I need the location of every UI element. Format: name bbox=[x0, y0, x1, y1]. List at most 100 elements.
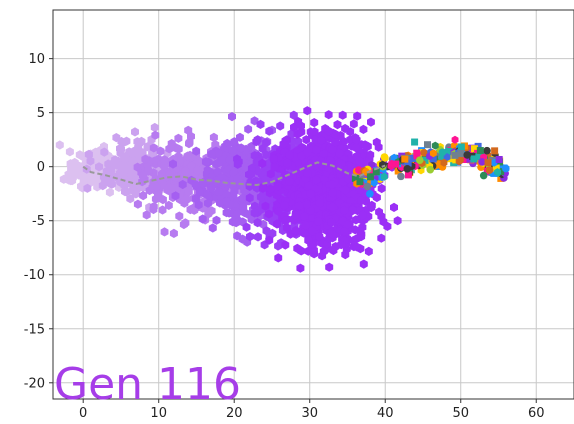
population-point bbox=[232, 218, 241, 228]
population-point bbox=[193, 165, 202, 175]
population-point bbox=[191, 180, 200, 190]
front-point bbox=[404, 171, 412, 179]
front-point bbox=[403, 165, 412, 173]
front-point bbox=[438, 148, 447, 157]
front-point bbox=[455, 157, 463, 166]
population-point bbox=[100, 147, 109, 157]
population-point bbox=[299, 228, 308, 238]
population-point bbox=[164, 200, 173, 210]
population-point bbox=[101, 176, 110, 186]
population-point bbox=[116, 144, 124, 154]
x-tick-label: 60 bbox=[528, 406, 545, 421]
population-point bbox=[253, 135, 262, 145]
front-point bbox=[463, 151, 472, 159]
population-point bbox=[222, 190, 231, 200]
front-point bbox=[443, 153, 451, 162]
population-point bbox=[212, 215, 221, 225]
front-point bbox=[397, 172, 405, 181]
front-point bbox=[424, 141, 432, 149]
population-point bbox=[204, 209, 213, 219]
front-point bbox=[445, 147, 453, 155]
front-point bbox=[457, 143, 465, 151]
population-point bbox=[328, 180, 336, 190]
population-point bbox=[308, 226, 316, 236]
front-point bbox=[420, 148, 428, 157]
front-point bbox=[451, 141, 458, 150]
front-point bbox=[366, 173, 374, 181]
front-point bbox=[474, 142, 482, 150]
population-point bbox=[230, 137, 239, 147]
population-point bbox=[166, 143, 175, 153]
plot-area-frame bbox=[52, 9, 574, 400]
population-point bbox=[250, 201, 259, 211]
population-point bbox=[274, 206, 283, 216]
population-point bbox=[158, 169, 166, 179]
population-point bbox=[141, 154, 150, 164]
population-point bbox=[314, 216, 323, 226]
x-tick-label: 20 bbox=[226, 406, 243, 421]
y-tick-label: 0 bbox=[37, 160, 45, 175]
front-point bbox=[485, 166, 494, 174]
population-point bbox=[105, 187, 114, 197]
population-point bbox=[303, 168, 312, 178]
population-point bbox=[195, 187, 204, 197]
population-point bbox=[320, 149, 328, 159]
population-point bbox=[176, 155, 184, 165]
x-tick-label: 50 bbox=[452, 406, 469, 421]
population-point bbox=[270, 162, 279, 172]
population-point bbox=[300, 211, 309, 222]
population-point bbox=[343, 219, 352, 230]
population-point bbox=[324, 110, 333, 120]
x-tick-label: 30 bbox=[301, 406, 318, 421]
y-tick-label: -5 bbox=[32, 214, 45, 229]
population-point bbox=[126, 165, 135, 175]
path-line-group bbox=[82, 161, 386, 187]
population-point bbox=[353, 111, 362, 121]
population-point bbox=[187, 161, 196, 171]
population-point bbox=[302, 135, 311, 145]
population-point bbox=[225, 155, 234, 165]
front-point bbox=[457, 150, 465, 158]
front-point bbox=[366, 189, 374, 198]
x-tick-label: 40 bbox=[377, 406, 394, 421]
population-point bbox=[297, 121, 305, 131]
population-point bbox=[341, 250, 350, 260]
population-point bbox=[160, 227, 169, 237]
population-point bbox=[328, 145, 337, 155]
population-point bbox=[377, 183, 386, 194]
population-point bbox=[306, 189, 315, 199]
population-point bbox=[144, 166, 152, 176]
front-point bbox=[356, 178, 364, 186]
population-point bbox=[256, 192, 265, 202]
front-point bbox=[380, 172, 388, 181]
population-point bbox=[285, 176, 294, 186]
population-point bbox=[175, 211, 184, 221]
population-point bbox=[203, 190, 212, 200]
population-point bbox=[358, 210, 367, 220]
population-point bbox=[273, 219, 281, 229]
y-tick-label: 5 bbox=[37, 106, 45, 121]
population-point bbox=[150, 122, 159, 133]
population-point bbox=[348, 205, 357, 215]
front-point bbox=[411, 138, 419, 146]
population-point bbox=[198, 214, 207, 224]
population-point bbox=[209, 132, 218, 142]
population-point bbox=[304, 180, 313, 190]
population-point bbox=[317, 135, 326, 145]
population-point bbox=[245, 170, 253, 180]
y-axis-ticks: 10 5 0 -5 -10 -15 -20 bbox=[24, 52, 53, 391]
population-point bbox=[273, 181, 282, 191]
population-point bbox=[310, 118, 319, 128]
population-point bbox=[165, 182, 173, 192]
front-point bbox=[495, 155, 503, 163]
population-point bbox=[344, 174, 353, 184]
population-point bbox=[346, 195, 354, 205]
front-point bbox=[475, 153, 483, 161]
population-point bbox=[352, 135, 361, 145]
population-point bbox=[55, 140, 64, 150]
population-point bbox=[295, 201, 304, 211]
population-point bbox=[204, 198, 212, 208]
front-point bbox=[451, 151, 459, 159]
population-point bbox=[335, 148, 344, 158]
